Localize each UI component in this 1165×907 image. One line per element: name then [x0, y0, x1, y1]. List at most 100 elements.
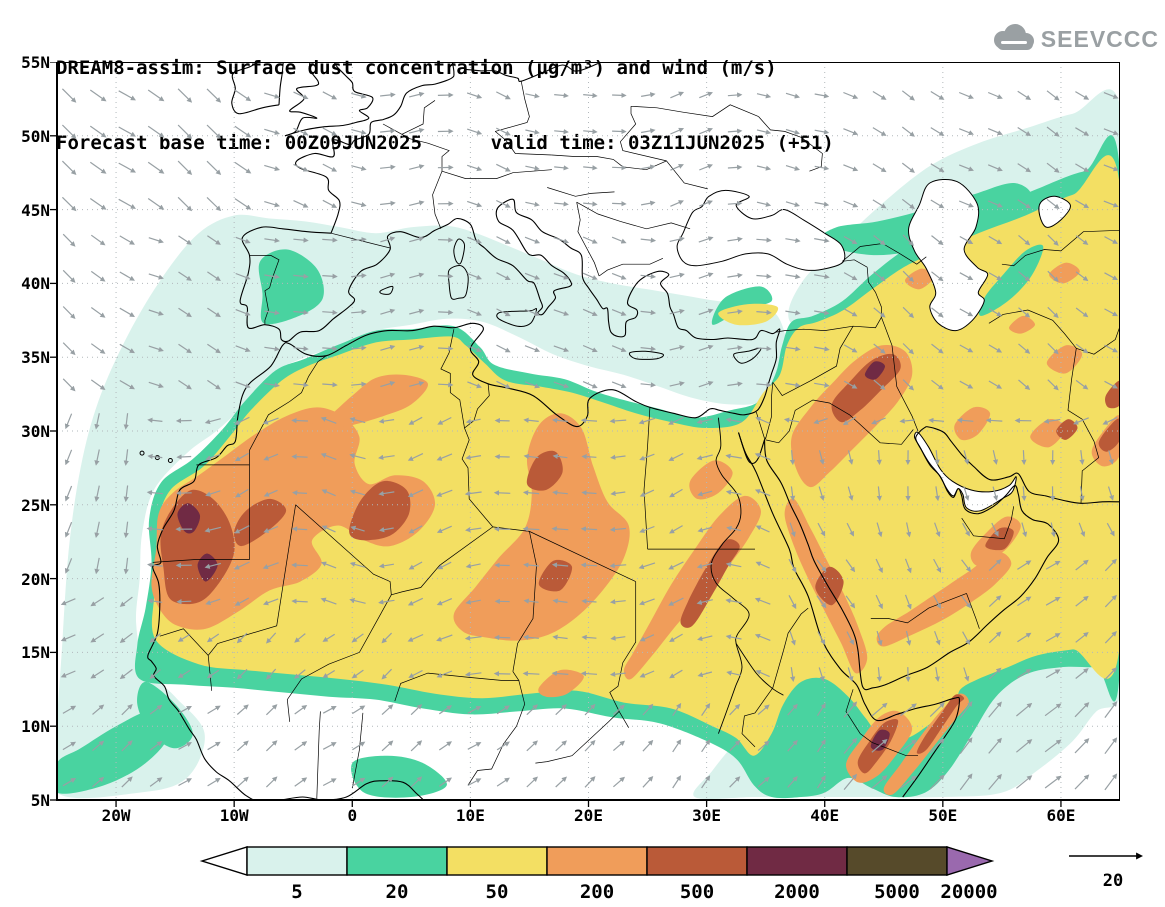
wind-arrow	[407, 597, 424, 606]
wind-arrow	[555, 776, 567, 788]
wind-arrow	[669, 633, 683, 642]
wind-arrow	[119, 668, 133, 680]
wind-arrow	[178, 705, 192, 714]
wind-arrow	[582, 308, 598, 317]
wind-arrow	[524, 345, 541, 353]
wind-arrow	[1018, 379, 1031, 391]
border-line	[159, 628, 209, 656]
wind-arrow	[234, 161, 252, 174]
wind-reference: 20	[1069, 852, 1144, 891]
wind-arrow	[696, 562, 713, 569]
wind-arrow	[756, 237, 772, 243]
wind-arrow	[322, 345, 338, 352]
wind-arrow	[465, 599, 481, 605]
wind-arrow	[177, 124, 193, 139]
wind-arrow	[816, 559, 827, 573]
dust-region	[538, 559, 573, 592]
wind-arrow	[581, 598, 597, 604]
wind-arrow	[147, 198, 165, 210]
wind-arrow	[1018, 234, 1031, 246]
wind-arrow	[553, 273, 570, 280]
wind-arrow	[1075, 559, 1089, 571]
wind-arrow	[467, 164, 483, 172]
wind-arrow	[959, 272, 974, 281]
wind-arrow	[123, 521, 129, 539]
wind-arrow	[611, 272, 627, 280]
wind-arrow	[725, 417, 742, 423]
dust-region	[718, 303, 779, 326]
wind-arrow	[783, 417, 800, 423]
wind-arrow	[931, 271, 944, 282]
wind-arrow	[875, 594, 883, 610]
wind-arrow	[60, 598, 76, 606]
wind-arrow	[523, 417, 539, 423]
wind-arrow	[729, 703, 741, 716]
wind-arrow	[902, 234, 915, 246]
wind-arrow	[668, 416, 684, 425]
wind-arrow	[963, 667, 970, 682]
wind-arrow	[1075, 127, 1090, 136]
wind-arrow	[787, 776, 798, 788]
wind-arrow	[293, 273, 309, 279]
wind-arrow	[580, 526, 598, 532]
wind-arrow	[149, 777, 163, 787]
wind-arrow	[871, 775, 888, 789]
border-line	[741, 650, 784, 748]
wind-arrow	[351, 165, 367, 171]
wind-arrow	[1017, 560, 1032, 570]
plot-subtitle: Forecast base time: 00Z09JUN2025 valid t…	[56, 132, 834, 154]
wind-arrow	[582, 344, 598, 353]
dust-fill-layer	[57, 89, 1120, 799]
wind-arrow	[843, 128, 859, 136]
wind-arrow	[755, 416, 771, 425]
wind-arrow	[94, 413, 100, 430]
wind-arrow	[961, 595, 972, 609]
wind-arrow	[236, 668, 248, 680]
wind-arrow	[90, 234, 106, 246]
wind-arrow	[992, 486, 999, 501]
wind-arrow	[872, 127, 887, 136]
wind-arrow	[582, 381, 598, 389]
wind-arrow	[876, 667, 882, 682]
lon-tick-label: 20W	[101, 806, 131, 825]
wind-arrow	[640, 200, 656, 206]
colorbar-label: 50	[486, 881, 509, 903]
wind-arrow	[729, 740, 741, 752]
border-line	[547, 187, 615, 197]
wind-arrow	[669, 272, 685, 279]
wind-arrow	[1104, 594, 1117, 608]
wind-arrow	[757, 704, 770, 715]
wind-arrow	[640, 346, 657, 352]
lon-tick-label: 60E	[1046, 806, 1076, 825]
wind-arrow	[789, 631, 796, 646]
wind-arrow	[438, 777, 453, 787]
wind-arrow	[321, 525, 336, 533]
wind-arrow	[90, 343, 106, 354]
wind-arrow	[292, 490, 308, 496]
wind-arrow	[670, 163, 684, 171]
wind-arrow	[1018, 271, 1031, 282]
wind-arrow	[725, 489, 742, 495]
wind-arrow	[380, 92, 396, 98]
wind-arrow	[380, 128, 396, 134]
wind-arrow	[1044, 739, 1062, 753]
wind-arrow	[875, 558, 883, 574]
wind-arrow	[609, 526, 626, 533]
wind-arrow	[873, 307, 886, 318]
wind-arrow	[496, 380, 511, 389]
wind-arrow	[351, 92, 367, 99]
wind-arrow	[754, 633, 771, 641]
wind-arrow	[378, 563, 394, 569]
colorbar-segment	[246, 846, 348, 876]
wind-arrow	[785, 201, 801, 208]
wind-arrow	[381, 776, 394, 788]
wind-arrow	[697, 490, 713, 497]
wind-arrow	[123, 557, 129, 575]
wind-arrow	[845, 595, 856, 609]
wind-arrow	[177, 88, 193, 103]
wind-arrow	[90, 633, 105, 643]
coastline	[465, 62, 599, 82]
wind-arrow	[322, 199, 338, 208]
wind-arrow	[817, 631, 826, 645]
border-line	[286, 594, 392, 722]
